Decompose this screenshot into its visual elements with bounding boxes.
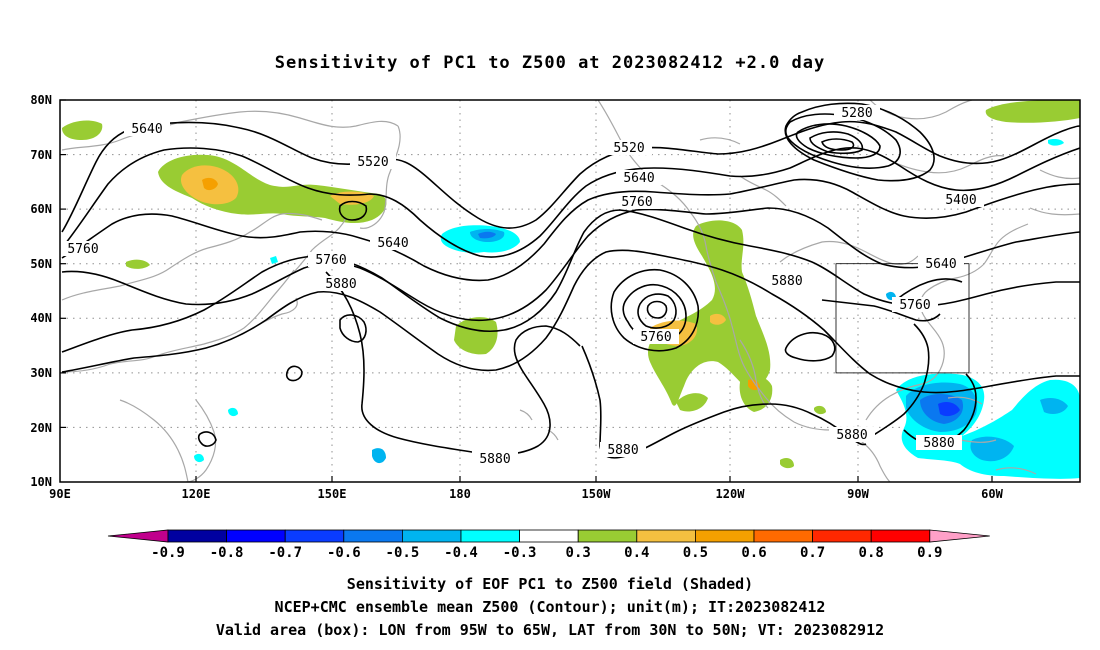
- colorbar-swatch: [753, 529, 813, 543]
- lon-tick-label: 120W: [716, 487, 746, 501]
- contour-label: 5880: [836, 428, 867, 443]
- colorbar-swatch: [519, 529, 579, 543]
- positive-area: [780, 458, 794, 469]
- lon-tick-label: 60W: [981, 487, 1003, 501]
- map-frame: [59, 99, 1081, 483]
- contour-label: 5640: [377, 236, 408, 251]
- colorbar-swatch: [695, 529, 755, 543]
- colorbar: -0.9 -0.8 -0.7 -0.6 -0.5 -0.4 -0.3 0.3 0.4 0.5 0.6…: [107, 529, 990, 561]
- negative-area: [372, 448, 386, 464]
- negative-area: [194, 453, 204, 463]
- negative-area: [938, 402, 960, 417]
- contour-label: 5880: [607, 443, 638, 458]
- colorbar-swatch: [401, 529, 462, 543]
- positive-area: [454, 317, 498, 355]
- colorbar-label: -0.4: [444, 545, 478, 561]
- caption-line-3: Valid area (box): LON from 95W to 65W, L…: [216, 621, 884, 639]
- contour-label: 5880: [923, 436, 954, 451]
- sensitivity-shading: [62, 100, 1080, 479]
- colorbar-over-triangle: [929, 529, 990, 543]
- lon-tick-label: 150E: [318, 487, 347, 501]
- positive-area: [202, 177, 218, 191]
- lat-tick-label: 40N: [30, 311, 52, 325]
- lon-tick-label: 150W: [582, 487, 612, 501]
- contour-label: 5640: [131, 122, 162, 137]
- positive-area: [710, 313, 726, 325]
- lon-tick-label: 180: [449, 487, 471, 501]
- contour-label: 5400: [945, 193, 976, 208]
- lon-tick-label: 120E: [182, 487, 211, 501]
- colorbar-label: -0.6: [327, 545, 361, 561]
- colorbar-swatch: [460, 529, 520, 543]
- colorbar-label: -0.5: [386, 545, 420, 561]
- negative-area: [1048, 139, 1064, 146]
- contour-label: 5520: [613, 141, 644, 156]
- lat-tick-label: 20N: [30, 421, 52, 435]
- contour-label: 5760: [67, 242, 98, 257]
- colorbar-label: 0.9: [917, 545, 942, 561]
- contour-label: 5760: [315, 253, 346, 268]
- colorbar-label: 0.3: [566, 545, 591, 561]
- valid-area-box: [835, 263, 970, 374]
- positive-area: [126, 259, 150, 269]
- contour-label: 5640: [925, 257, 956, 272]
- caption-line-1: Sensitivity of EOF PC1 to Z500 field (Sh…: [347, 575, 753, 593]
- lat-tick-label: 10N: [30, 475, 52, 489]
- positive-area: [985, 100, 1080, 123]
- colorbar-swatch: [226, 529, 286, 543]
- negative-area: [478, 231, 496, 239]
- lat-tick-label: 50N: [30, 257, 52, 271]
- map-panel: 5640 5520 5280 5520 5640 5760 5400 5760 …: [30, 93, 1081, 501]
- lon-tick-label: 90E: [49, 487, 71, 501]
- colorbar-swatch: [167, 529, 227, 543]
- colorbar-label: 0.6: [741, 545, 766, 561]
- tick-marks: [60, 99, 993, 482]
- contour-label: 5280: [841, 106, 872, 121]
- contour-label: 5760: [640, 330, 671, 345]
- colorbar-label: 0.5: [683, 545, 708, 561]
- lat-axis: 80N 70N 60N 50N 40N 30N 20N 10N: [30, 93, 52, 489]
- positive-area: [62, 120, 103, 140]
- lat-tick-label: 30N: [30, 366, 52, 380]
- colorbar-swatch: [636, 529, 696, 543]
- contour-label: 5760: [899, 298, 930, 313]
- colorbar-swatch: [812, 529, 872, 543]
- colorbar-label: -0.8: [210, 545, 244, 561]
- lon-axis: 90E 120E 150E 180 150W 120W 90W 60W: [49, 487, 1003, 501]
- colorbar-swatch: [343, 529, 403, 543]
- colorbar-swatch: [870, 529, 931, 543]
- colorbar-swatch: [577, 529, 638, 543]
- negative-area: [228, 407, 238, 417]
- contour-label: 5880: [771, 274, 802, 289]
- contour-label: 5520: [357, 155, 388, 170]
- contour-labels: 5640 5520 5280 5520 5640 5760 5400 5760 …: [60, 105, 984, 467]
- colorbar-label: 0.8: [859, 545, 884, 561]
- contour-label: 5880: [479, 452, 510, 467]
- positive-area: [676, 393, 708, 412]
- contour-label: 5640: [623, 171, 654, 186]
- lat-tick-label: 80N: [30, 93, 52, 107]
- colorbar-label: 0.4: [624, 545, 649, 561]
- figure-title: Sensitivity of PC1 to Z500 at 2023082412…: [275, 53, 826, 73]
- lon-tick-label: 90W: [847, 487, 869, 501]
- colorbar-under-triangle: [107, 529, 169, 543]
- colorbar-swatch: [284, 529, 345, 543]
- lat-tick-label: 60N: [30, 202, 52, 216]
- lat-tick-label: 70N: [30, 148, 52, 162]
- caption-line-2: NCEP+CMC ensemble mean Z500 (Contour); u…: [275, 598, 826, 616]
- negative-area: [1040, 398, 1068, 414]
- colorbar-label: -0.3: [503, 545, 537, 561]
- colorbar-label: -0.7: [268, 545, 302, 561]
- colorbar-label: -0.9: [151, 545, 185, 561]
- contour-label: 5880: [325, 277, 356, 292]
- colorbar-label: 0.7: [800, 545, 825, 561]
- contour-label: 5760: [621, 195, 652, 210]
- positive-area: [648, 220, 771, 406]
- negative-area: [270, 256, 278, 264]
- positive-area: [814, 405, 826, 415]
